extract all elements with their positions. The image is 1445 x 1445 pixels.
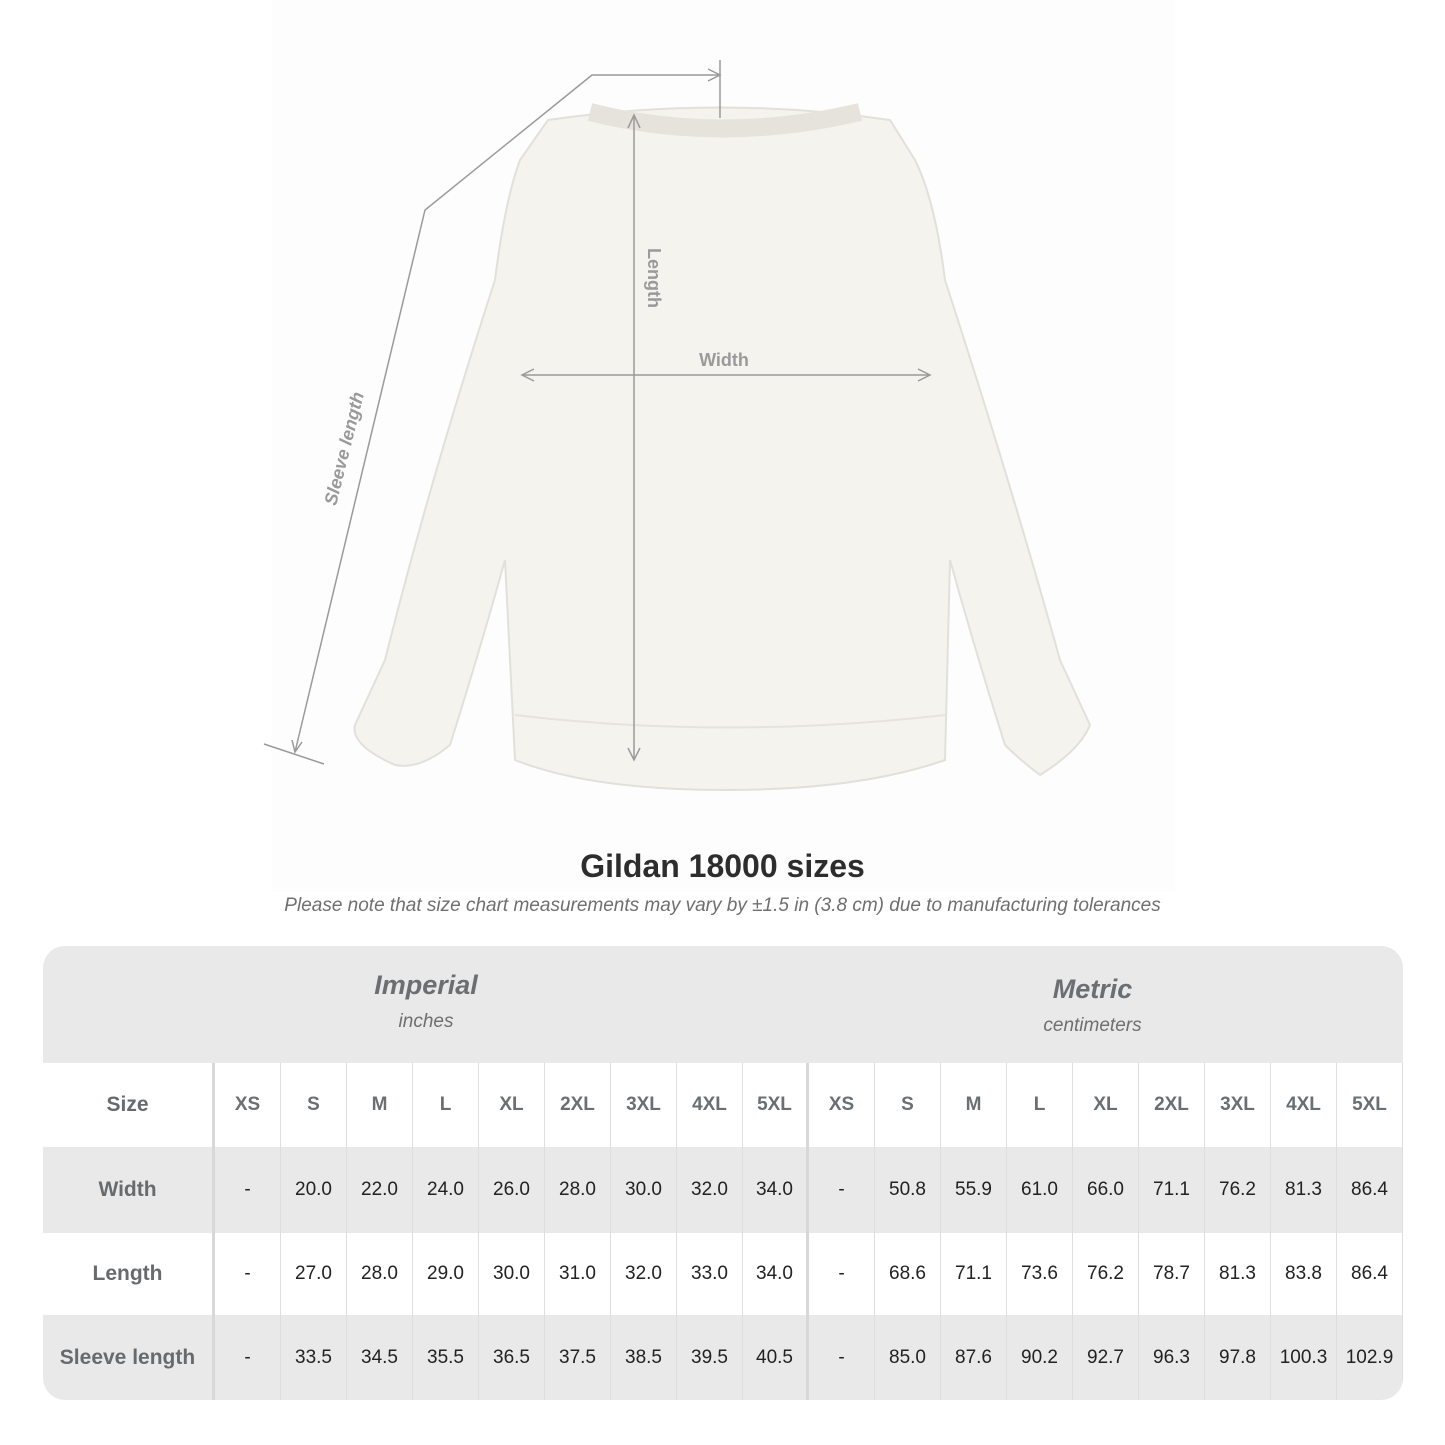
metric-value-cell: 92.7 xyxy=(1073,1315,1139,1400)
metric-value-cell: - xyxy=(809,1233,875,1315)
imperial-value-cell: 39.5 xyxy=(677,1315,743,1400)
size-header-metric: 4XL xyxy=(1271,1063,1337,1147)
imperial-value-cell: 33.0 xyxy=(677,1233,743,1315)
size-header-imperial: L xyxy=(413,1063,479,1147)
size-header-row: Size XS S M L XL 2XL 3XL 4XL 5XL XS S M L XL 2XL 3XL 4XL 5… xyxy=(43,1063,1403,1147)
metric-value-cell: 85.0 xyxy=(875,1315,941,1400)
metric-value-cell: 86.4 xyxy=(1337,1147,1403,1233)
size-header-imperial: XS xyxy=(215,1063,281,1147)
imperial-value-cell: 34.0 xyxy=(743,1233,809,1315)
metric-value-cell: 76.2 xyxy=(1205,1147,1271,1233)
row-label: Width xyxy=(43,1147,215,1233)
imperial-value-cell: 32.0 xyxy=(677,1147,743,1233)
size-header-imperial: 2XL xyxy=(545,1063,611,1147)
imperial-value-cell: 36.5 xyxy=(479,1315,545,1400)
imperial-unit: inches xyxy=(398,1011,454,1032)
metric-value-cell: 76.2 xyxy=(1073,1233,1139,1315)
imperial-value-cell: - xyxy=(215,1147,281,1233)
imperial-value-cell: 34.5 xyxy=(347,1315,413,1400)
metric-value-cell: 100.3 xyxy=(1271,1315,1337,1400)
imperial-value-cell: 28.0 xyxy=(347,1233,413,1315)
imperial-group: Imperial inches xyxy=(215,970,637,1033)
metric-value-cell: 96.3 xyxy=(1139,1315,1205,1400)
imperial-value-cell: 27.0 xyxy=(281,1233,347,1315)
metric-value-cell: 68.6 xyxy=(875,1233,941,1315)
metric-value-cell: 55.9 xyxy=(941,1147,1007,1233)
imperial-value-cell: 28.0 xyxy=(545,1147,611,1233)
size-header-imperial: M xyxy=(347,1063,413,1147)
size-header-imperial: XL xyxy=(479,1063,545,1147)
size-header-metric: 3XL xyxy=(1205,1063,1271,1147)
size-header-metric: M xyxy=(941,1063,1007,1147)
metric-value-cell: 66.0 xyxy=(1073,1147,1139,1233)
length-label: Length xyxy=(644,248,664,308)
size-header-imperial: S xyxy=(281,1063,347,1147)
imperial-value-cell: 30.0 xyxy=(479,1233,545,1315)
size-table: Imperial inches Metric centimeters Size X… xyxy=(43,946,1403,1400)
metric-value-cell: 78.7 xyxy=(1139,1233,1205,1315)
metric-unit: centimeters xyxy=(1043,1015,1142,1036)
imperial-value-cell: 20.0 xyxy=(281,1147,347,1233)
metric-value-cell: 61.0 xyxy=(1007,1147,1073,1233)
imperial-value-cell: 34.0 xyxy=(743,1147,809,1233)
imperial-value-cell: 26.0 xyxy=(479,1147,545,1233)
metric-value-cell: 97.8 xyxy=(1205,1315,1271,1400)
metric-value-cell: 87.6 xyxy=(941,1315,1007,1400)
imperial-value-cell: - xyxy=(215,1315,281,1400)
size-header-metric: S xyxy=(875,1063,941,1147)
chart-title: Gildan 18000 sizes xyxy=(580,848,865,884)
imperial-value-cell: 40.5 xyxy=(743,1315,809,1400)
metric-value-cell: - xyxy=(809,1315,875,1400)
size-header-metric: 2XL xyxy=(1139,1063,1205,1147)
size-header-imperial: 5XL xyxy=(743,1063,809,1147)
table-row: Width -20.0 22.0 24.0 26.0 28.0 30.0 32.0 34.0-5… xyxy=(43,1147,1403,1233)
size-label: Size xyxy=(43,1063,215,1147)
row-label: Length xyxy=(43,1233,215,1315)
width-label: Width xyxy=(699,350,749,370)
imperial-value-cell: 24.0 xyxy=(413,1147,479,1233)
imperial-heading: Imperial xyxy=(374,970,478,1000)
table-row: Sleeve length -33.5 34.5 35.5 36.5 37.5 38.5 39… xyxy=(43,1315,1403,1400)
row-label: Sleeve length xyxy=(43,1315,215,1400)
imperial-value-cell: 29.0 xyxy=(413,1233,479,1315)
table-row: Length -27.0 28.0 29.0 30.0 31.0 32.0 33.0 34.0-… xyxy=(43,1233,1403,1315)
imperial-value-cell: 30.0 xyxy=(611,1147,677,1233)
metric-value-cell: 83.8 xyxy=(1271,1233,1337,1315)
size-header-metric: 5XL xyxy=(1337,1063,1403,1147)
metric-value-cell: 102.9 xyxy=(1337,1315,1403,1400)
size-header-imperial: 4XL xyxy=(677,1063,743,1147)
metric-value-cell: 50.8 xyxy=(875,1147,941,1233)
sweatshirt-diagram: Length Width Sleeve length xyxy=(263,60,1092,792)
metric-value-cell: 81.3 xyxy=(1205,1233,1271,1315)
metric-value-cell: 86.4 xyxy=(1337,1233,1403,1315)
metric-value-cell: 90.2 xyxy=(1007,1315,1073,1400)
header-band xyxy=(43,946,1403,1063)
imperial-value-cell: 38.5 xyxy=(611,1315,677,1400)
imperial-value-cell: - xyxy=(215,1233,281,1315)
metric-group: Metric centimeters xyxy=(800,974,1385,1037)
imperial-value-cell: 33.5 xyxy=(281,1315,347,1400)
imperial-value-cell: 31.0 xyxy=(545,1233,611,1315)
size-header-metric: XS xyxy=(809,1063,875,1147)
size-header-metric: L xyxy=(1007,1063,1073,1147)
metric-value-cell: 71.1 xyxy=(1139,1147,1205,1233)
measurement-lines xyxy=(263,60,932,765)
imperial-value-cell: 32.0 xyxy=(611,1233,677,1315)
metric-value-cell: 81.3 xyxy=(1271,1147,1337,1233)
size-header-imperial: 3XL xyxy=(611,1063,677,1147)
imperial-value-cell: 37.5 xyxy=(545,1315,611,1400)
metric-value-cell: - xyxy=(809,1147,875,1233)
metric-value-cell: 73.6 xyxy=(1007,1233,1073,1315)
imperial-value-cell: 35.5 xyxy=(413,1315,479,1400)
metric-heading: Metric xyxy=(1052,974,1133,1004)
size-header-metric: XL xyxy=(1073,1063,1139,1147)
sweatshirt-image xyxy=(353,103,1092,792)
tolerance-note: Please note that size chart measurements… xyxy=(284,895,1161,916)
imperial-value-cell: 22.0 xyxy=(347,1147,413,1233)
sleeve-line xyxy=(294,74,720,753)
metric-value-cell: 71.1 xyxy=(941,1233,1007,1315)
